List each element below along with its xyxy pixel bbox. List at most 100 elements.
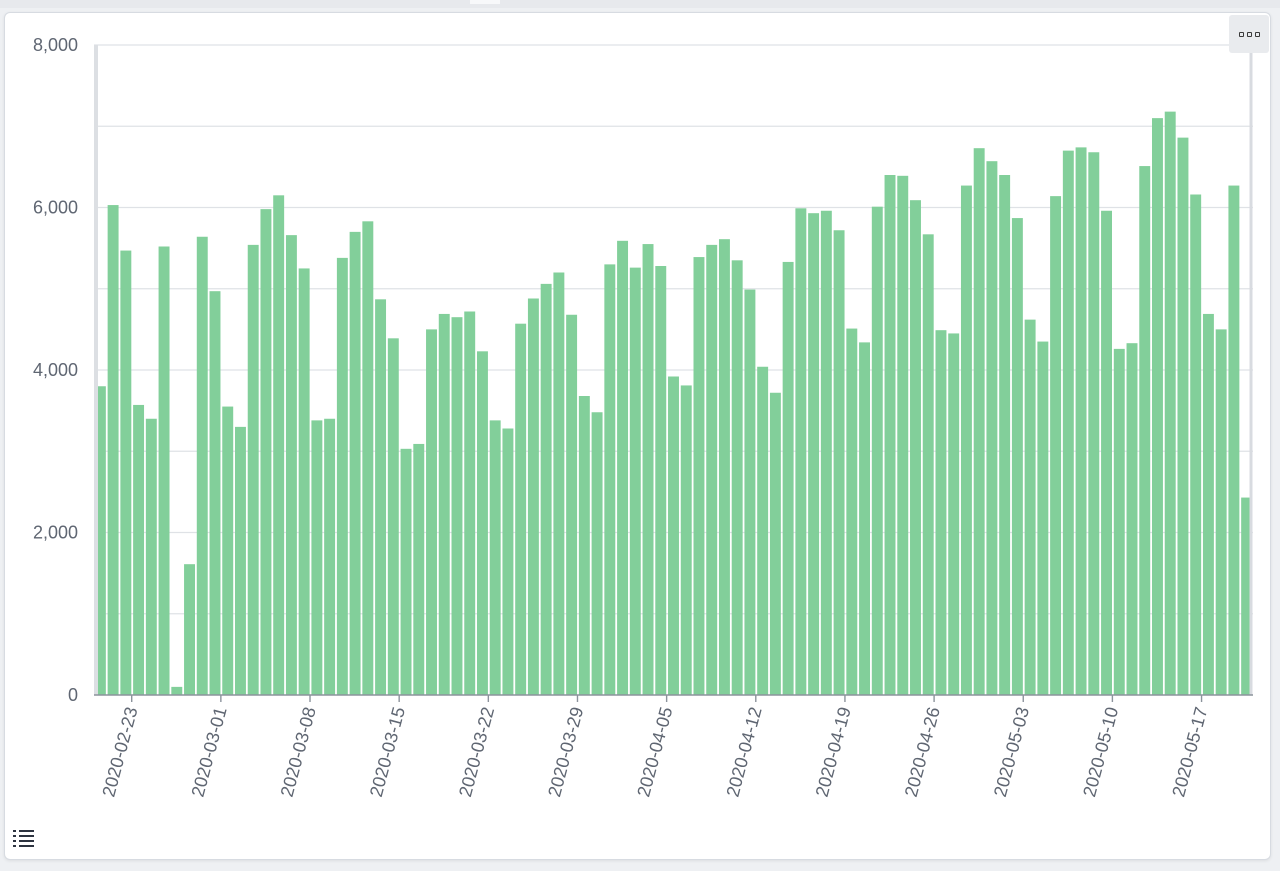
bar: [668, 376, 679, 695]
bar: [426, 329, 437, 695]
bar: [1062, 150, 1074, 695]
bar: [706, 244, 718, 695]
bar: [324, 418, 336, 695]
bar: [948, 333, 960, 695]
list-icon: [13, 830, 34, 847]
menu-dot-icon: [1254, 31, 1260, 37]
bar: [527, 298, 539, 695]
bar: [107, 205, 119, 695]
bar: [808, 213, 820, 695]
bar: [387, 338, 399, 695]
bar: [336, 257, 348, 695]
bar: [196, 236, 208, 695]
bar: [769, 392, 781, 695]
bar: [133, 404, 145, 695]
x-tick-label: 2020-02-23: [98, 705, 141, 799]
menu-dot-icon: [1238, 31, 1244, 37]
bar: [1011, 218, 1023, 695]
bar: [540, 283, 552, 695]
tab-hint: [470, 0, 500, 4]
x-tick-label: 2020-03-29: [544, 705, 587, 799]
y-tick-label: 6,000: [33, 198, 78, 218]
bar: [400, 448, 412, 695]
bar: [184, 564, 195, 695]
bar: [222, 406, 234, 695]
legend-toggle-button[interactable]: [13, 828, 35, 848]
bar: [1202, 313, 1214, 695]
x-tick-label: 2020-03-01: [188, 705, 231, 799]
bar: [757, 366, 769, 695]
bar: [413, 443, 425, 695]
x-tick-label: 2020-03-08: [277, 705, 320, 799]
bar: [1126, 343, 1138, 695]
bar: [1215, 329, 1227, 695]
bar: [247, 244, 259, 695]
bar: [1190, 194, 1202, 695]
x-tick-label: 2020-05-10: [1079, 705, 1122, 799]
bar: [553, 272, 565, 695]
bar: [578, 396, 590, 695]
bar: [476, 351, 488, 695]
top-strip: [0, 0, 1280, 8]
bar: [718, 239, 730, 695]
x-tick-label: 2020-05-03: [990, 705, 1033, 799]
bar: [120, 250, 132, 695]
bar: [94, 386, 106, 695]
bar: [464, 311, 476, 695]
bar: [1037, 341, 1049, 695]
bar: [1088, 152, 1100, 695]
bar: [1113, 348, 1125, 695]
x-tick-label: 2020-04-05: [633, 705, 676, 799]
bar: [642, 244, 654, 695]
x-tick-label: 2020-05-17: [1168, 705, 1211, 799]
bar: [375, 299, 387, 695]
y-tick-label: 4,000: [33, 360, 78, 380]
x-tick-label: 2020-04-26: [901, 705, 944, 799]
bar: [171, 686, 183, 695]
bar: [782, 261, 794, 695]
bar: [209, 291, 221, 695]
bar: [362, 221, 374, 695]
bar: [438, 313, 450, 695]
bar: [451, 317, 463, 695]
bar: [273, 195, 285, 695]
bar: [744, 289, 756, 695]
bar: [1228, 185, 1240, 695]
bar: [234, 426, 246, 695]
bar: [973, 148, 985, 695]
bar: [935, 330, 947, 695]
bar: [1024, 319, 1036, 695]
bar: [260, 209, 272, 695]
bar: [1164, 111, 1176, 695]
bar: [1241, 497, 1253, 695]
bar: [285, 235, 297, 695]
bar: [897, 175, 909, 695]
bar: [884, 175, 896, 695]
bar: [1177, 137, 1189, 695]
bar: [502, 428, 514, 695]
bar: [922, 234, 934, 695]
bar: [910, 200, 921, 695]
bar: [820, 210, 832, 695]
bar: [960, 185, 972, 695]
bar: [1101, 210, 1113, 695]
bar: [731, 260, 743, 695]
bar: [846, 328, 858, 695]
chart-menu-button[interactable]: [1229, 15, 1269, 53]
bar: [680, 385, 692, 695]
bar: [617, 240, 629, 695]
bar: [158, 246, 170, 695]
bar: [655, 266, 667, 695]
bar: [298, 268, 310, 695]
bar: [489, 420, 501, 695]
bar: [515, 323, 527, 695]
bar: [349, 231, 361, 695]
bar: [999, 175, 1011, 695]
menu-dot-icon: [1246, 31, 1252, 37]
bar: [859, 342, 871, 695]
y-tick-label: 0: [68, 685, 78, 705]
x-tick-label: 2020-04-19: [812, 705, 855, 799]
bar: [311, 420, 323, 695]
bar: [693, 257, 705, 695]
